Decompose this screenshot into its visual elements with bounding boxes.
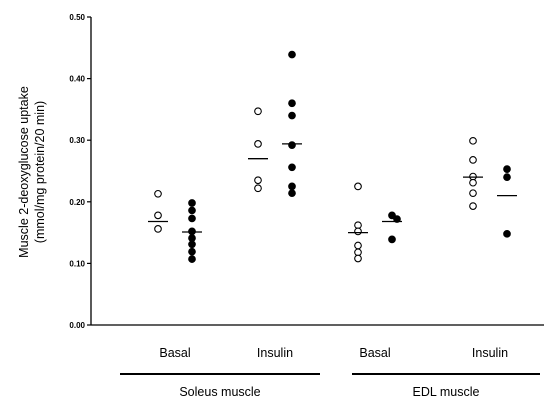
data-point-open: [154, 211, 162, 220]
y-tick-label: 0.40: [69, 75, 85, 84]
data-point-filled: [188, 199, 196, 207]
y-tick-label: 0.50: [69, 13, 85, 22]
data-point-open: [354, 241, 362, 250]
data-point-filled: [288, 99, 296, 108]
data-point-filled: [288, 163, 296, 172]
data-point-filled: [503, 173, 511, 182]
data-point-open: [354, 254, 362, 263]
category-label: Basal: [359, 346, 390, 360]
data-point-open: [469, 178, 477, 187]
y-tick-label: 0.30: [69, 136, 85, 145]
data-point-filled: [288, 182, 296, 191]
data-point-open: [254, 140, 262, 148]
data-point-open: [354, 227, 362, 236]
data-point-open: [354, 182, 362, 191]
y-ticks: 0.00 0.10 0.20 0.30 0.40 0.50: [69, 13, 91, 330]
data-point-filled: [188, 247, 196, 256]
y-tick-label: 0.10: [69, 259, 85, 268]
data-point-filled: [503, 229, 511, 238]
data-point-filled: [503, 165, 511, 174]
data-point-filled: [288, 111, 296, 120]
data-point-open: [254, 107, 262, 116]
data-point-filled: [188, 214, 196, 223]
y-tick-label: 0.20: [69, 198, 85, 207]
data-point-open: [469, 136, 477, 145]
mean-lines: [148, 143, 517, 234]
data-point-filled: [288, 141, 296, 149]
data-point-filled: [388, 211, 396, 220]
data-point-open: [254, 176, 262, 185]
data-point-open: [154, 225, 162, 233]
group-label: EDL muscle: [413, 385, 480, 399]
data-point-filled: [288, 50, 296, 59]
group-labels: Soleus muscle EDL muscle: [120, 373, 540, 399]
y-tick-label: 0.00: [69, 321, 85, 330]
axes: [90, 17, 544, 326]
data-point-filled: [188, 255, 196, 263]
category-label: Insulin: [472, 346, 508, 360]
data-point-open: [154, 189, 162, 198]
y-axis-title: Muscle 2-deoxyglucose uptake (mmol/mg pr…: [17, 86, 47, 258]
category-label: Insulin: [257, 346, 293, 360]
data-point-filled: [188, 240, 196, 249]
category-labels: Basal Insulin Basal Insulin: [159, 346, 508, 360]
data-point-filled: [188, 234, 196, 242]
data-point-filled: [393, 215, 401, 223]
group-label: Soleus muscle: [179, 385, 260, 399]
y-axis-title-line-1: Muscle 2-deoxyglucose uptake: [17, 86, 31, 258]
y-axis-title-line-2: (mmol/mg protein/20 min): [33, 101, 47, 243]
data-point-open: [469, 189, 477, 198]
data-point-open: [254, 184, 262, 193]
data-point-open: [354, 221, 362, 230]
data-point-filled: [388, 235, 396, 244]
data-point-filled: [288, 189, 296, 198]
data-point-filled: [188, 206, 196, 215]
data-points: [154, 50, 511, 263]
category-label: Basal: [159, 346, 190, 360]
data-point-open: [469, 202, 477, 210]
data-point-open: [469, 156, 477, 164]
